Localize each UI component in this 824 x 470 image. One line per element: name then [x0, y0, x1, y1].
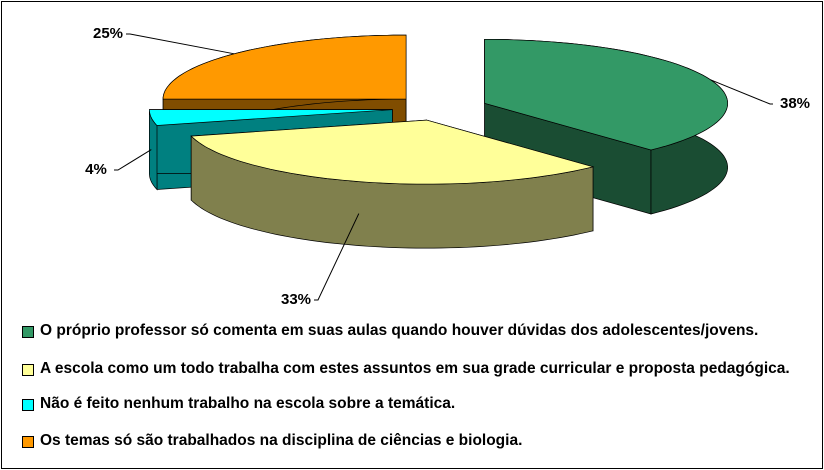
- data-label: 38%: [780, 95, 810, 112]
- data-label: 25%: [93, 25, 123, 42]
- legend-label: Não é feito nenhum trabalho na escola so…: [40, 395, 456, 412]
- leader-line: [314, 213, 360, 301]
- legend-item: Os temas só são trabalhados na disciplin…: [22, 432, 522, 450]
- data-label: 33%: [281, 291, 311, 308]
- leader-line: [126, 33, 235, 55]
- data-label: 4%: [85, 161, 107, 178]
- legend-item: O próprio professor só comenta em suas a…: [22, 322, 758, 340]
- legend-swatch: [22, 364, 34, 376]
- leader-line: [710, 79, 773, 105]
- legend-label: O próprio professor só comenta em suas a…: [40, 322, 759, 339]
- legend-swatch: [22, 399, 34, 411]
- legend-swatch: [22, 326, 34, 338]
- pie-slice: [484, 38, 728, 215]
- legend-label: Os temas só são trabalhados na disciplin…: [40, 432, 523, 449]
- leader-line: [114, 149, 152, 171]
- legend-label: A escola como um todo trabalha com estes…: [40, 360, 790, 377]
- pie-slice: [190, 119, 595, 249]
- slice-top: [190, 119, 595, 185]
- legend-item: Não é feito nenhum trabalho na escola so…: [22, 395, 455, 413]
- slice-top: [149, 109, 393, 126]
- legend-item: A escola como um todo trabalha com estes…: [22, 360, 790, 378]
- legend-swatch: [22, 436, 34, 448]
- slice-top: [162, 34, 407, 100]
